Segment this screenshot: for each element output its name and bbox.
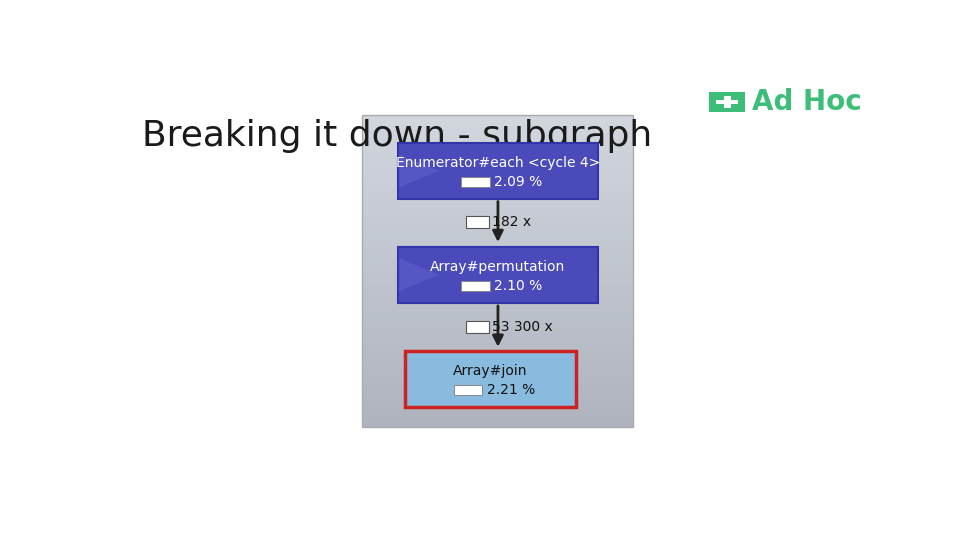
FancyBboxPatch shape — [362, 395, 634, 401]
FancyBboxPatch shape — [362, 234, 634, 239]
FancyBboxPatch shape — [362, 296, 634, 302]
FancyBboxPatch shape — [362, 151, 634, 156]
FancyBboxPatch shape — [362, 161, 634, 167]
FancyBboxPatch shape — [362, 286, 634, 292]
FancyBboxPatch shape — [362, 369, 634, 375]
FancyBboxPatch shape — [362, 141, 634, 146]
FancyBboxPatch shape — [716, 100, 738, 104]
FancyBboxPatch shape — [362, 260, 634, 266]
FancyBboxPatch shape — [362, 114, 634, 120]
Text: 53 300 x: 53 300 x — [492, 320, 553, 334]
FancyBboxPatch shape — [362, 281, 634, 286]
FancyBboxPatch shape — [362, 406, 634, 411]
Text: 2.21 %: 2.21 % — [487, 383, 535, 397]
FancyBboxPatch shape — [362, 421, 634, 427]
FancyBboxPatch shape — [362, 343, 634, 349]
FancyBboxPatch shape — [462, 281, 490, 291]
FancyBboxPatch shape — [362, 333, 634, 338]
FancyBboxPatch shape — [362, 219, 634, 224]
FancyBboxPatch shape — [362, 328, 634, 333]
Text: Ad Hoc: Ad Hoc — [753, 88, 862, 116]
Text: Array#permutation: Array#permutation — [430, 260, 565, 274]
FancyBboxPatch shape — [362, 380, 634, 385]
Polygon shape — [399, 154, 440, 187]
Text: Breaking it down - subgraph: Breaking it down - subgraph — [142, 119, 653, 153]
FancyBboxPatch shape — [362, 338, 634, 343]
FancyBboxPatch shape — [362, 349, 634, 354]
FancyBboxPatch shape — [362, 318, 634, 322]
FancyBboxPatch shape — [362, 302, 634, 307]
Text: Enumerator#each <cycle 4>: Enumerator#each <cycle 4> — [396, 156, 600, 170]
FancyBboxPatch shape — [362, 276, 634, 281]
FancyBboxPatch shape — [405, 350, 576, 407]
FancyBboxPatch shape — [362, 364, 634, 369]
FancyBboxPatch shape — [362, 266, 634, 271]
FancyBboxPatch shape — [362, 385, 634, 390]
FancyBboxPatch shape — [362, 375, 634, 380]
FancyBboxPatch shape — [454, 386, 482, 395]
FancyBboxPatch shape — [362, 156, 634, 161]
FancyBboxPatch shape — [362, 177, 634, 183]
FancyBboxPatch shape — [362, 401, 634, 406]
FancyBboxPatch shape — [397, 247, 598, 303]
FancyBboxPatch shape — [362, 187, 634, 193]
FancyBboxPatch shape — [362, 239, 634, 245]
FancyBboxPatch shape — [362, 198, 634, 203]
FancyBboxPatch shape — [362, 271, 634, 276]
Text: 182 x: 182 x — [492, 215, 532, 229]
FancyBboxPatch shape — [362, 292, 634, 296]
FancyBboxPatch shape — [362, 193, 634, 198]
FancyBboxPatch shape — [362, 120, 634, 125]
Text: 2.09 %: 2.09 % — [494, 175, 542, 189]
FancyBboxPatch shape — [362, 208, 634, 213]
FancyBboxPatch shape — [362, 307, 634, 312]
FancyBboxPatch shape — [362, 203, 634, 208]
FancyBboxPatch shape — [467, 321, 489, 333]
FancyBboxPatch shape — [362, 416, 634, 421]
FancyBboxPatch shape — [362, 411, 634, 416]
FancyBboxPatch shape — [362, 125, 634, 130]
Text: 2.10 %: 2.10 % — [494, 279, 542, 293]
FancyBboxPatch shape — [362, 312, 634, 318]
FancyBboxPatch shape — [362, 255, 634, 260]
FancyBboxPatch shape — [362, 183, 634, 187]
FancyBboxPatch shape — [362, 146, 634, 151]
FancyBboxPatch shape — [362, 136, 634, 141]
Polygon shape — [399, 258, 440, 291]
FancyBboxPatch shape — [362, 359, 634, 364]
FancyBboxPatch shape — [362, 172, 634, 177]
FancyBboxPatch shape — [397, 143, 598, 199]
FancyBboxPatch shape — [362, 130, 634, 136]
FancyBboxPatch shape — [709, 92, 745, 112]
FancyBboxPatch shape — [467, 216, 489, 228]
FancyBboxPatch shape — [362, 245, 634, 250]
Text: Array#join: Array#join — [453, 364, 528, 378]
FancyBboxPatch shape — [362, 224, 634, 229]
FancyBboxPatch shape — [362, 390, 634, 395]
FancyBboxPatch shape — [362, 213, 634, 219]
FancyBboxPatch shape — [362, 167, 634, 172]
FancyBboxPatch shape — [462, 178, 490, 187]
FancyBboxPatch shape — [724, 96, 731, 108]
FancyBboxPatch shape — [362, 354, 634, 359]
FancyBboxPatch shape — [362, 229, 634, 234]
FancyBboxPatch shape — [362, 322, 634, 328]
FancyBboxPatch shape — [362, 250, 634, 255]
